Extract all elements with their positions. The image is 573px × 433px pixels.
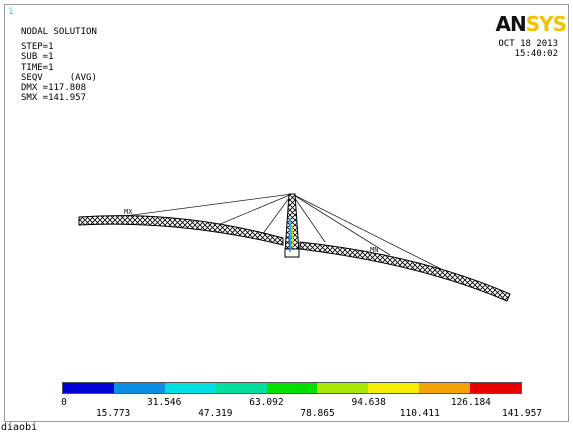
- time-label: 15:40:02: [514, 49, 558, 59]
- legend-segment-5: [317, 383, 369, 393]
- window-number: 1: [8, 7, 14, 17]
- ansys-logo: ANSYS: [495, 12, 567, 36]
- legend-segment-4: [266, 383, 318, 393]
- info-smx: SMX =141.957: [21, 93, 87, 104]
- datetime: OCT 18 2013 15:40:02: [498, 39, 558, 59]
- contour-legend-bar: [62, 382, 522, 394]
- legend-tick-top-4: 126.184: [450, 397, 491, 408]
- date-label: OCT 18 2013: [498, 39, 558, 49]
- legend-tick-bottom-4: 141.957: [501, 408, 543, 419]
- legend-segment-8: [470, 383, 522, 393]
- solution-title: NODAL SOLUTION: [21, 27, 97, 37]
- max-marker: MX: [124, 208, 133, 216]
- info-seqv: SEQV (AVG): [21, 72, 97, 83]
- legend-segment-0: [63, 383, 114, 393]
- legend-tick-bottom-1: 47.319: [198, 408, 233, 419]
- info-dmx: DMX =117.808: [21, 83, 87, 94]
- cables: [109, 193, 456, 277]
- legend-tick-top-1: 31.546: [147, 397, 182, 408]
- info-time: TIME=1: [21, 62, 54, 73]
- right-girder: [299, 241, 511, 302]
- info-step: STEP=1: [21, 42, 54, 53]
- legend-segment-3: [215, 383, 267, 393]
- legend-tick-bottom-3: 110.411: [399, 408, 440, 419]
- solution-info: NODAL SOLUTION STEP=1 SUB =1 TIME=1 SEQV…: [21, 27, 97, 103]
- tower: [284, 193, 300, 258]
- legend-tick-bottom-0: 15.773: [95, 408, 131, 419]
- legend-segment-2: [164, 383, 216, 393]
- legend-segment-1: [113, 383, 165, 393]
- legend-tick-top-0: 0: [61, 397, 67, 408]
- legend-tick-top-3: 94.638: [351, 397, 386, 408]
- model-title: diaobi: [1, 422, 38, 433]
- legend-segment-7: [419, 383, 471, 393]
- legend-segment-6: [368, 383, 420, 393]
- graphics-viewport[interactable]: 1 NODAL SOLUTION STEP=1 SUB =1 TIME=1 SE…: [4, 4, 569, 422]
- min-marker: MN: [370, 246, 378, 254]
- left-girder: [78, 215, 284, 246]
- legend-tick-bottom-2: 78.865: [300, 408, 335, 419]
- info-sub: SUB =1: [21, 52, 54, 63]
- legend-tick-top-2: 63.092: [249, 397, 284, 408]
